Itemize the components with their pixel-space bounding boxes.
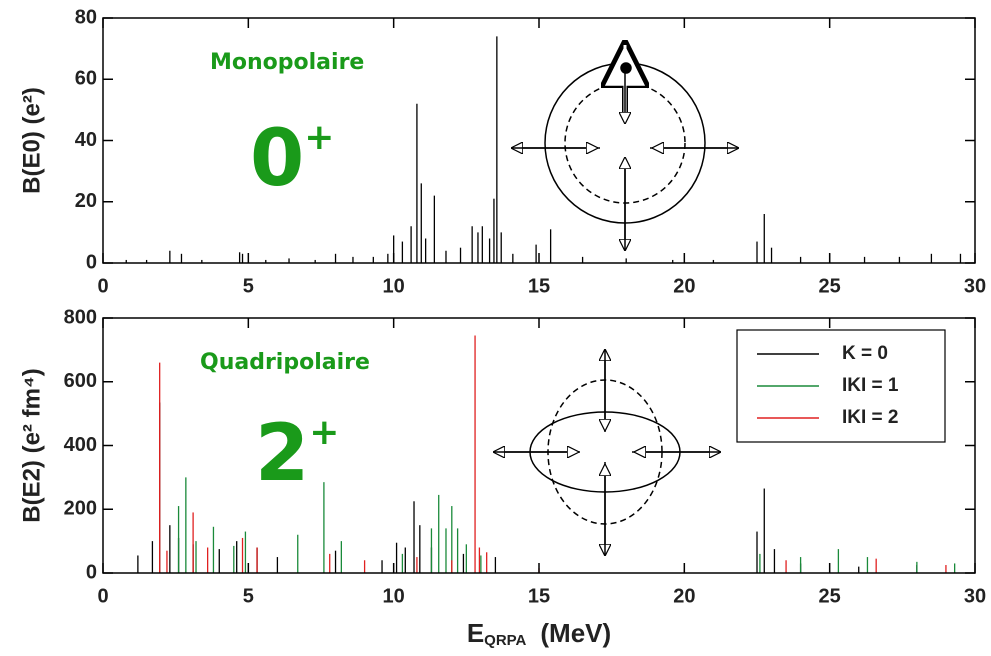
y-tick-label: 0 bbox=[86, 561, 97, 583]
monopole-diagram bbox=[512, 45, 738, 250]
annotation: 2+ bbox=[255, 412, 340, 494]
parity: + bbox=[304, 117, 335, 158]
y-tick-label: 80 bbox=[75, 6, 97, 28]
x-label-main: E bbox=[467, 618, 484, 648]
parity: + bbox=[309, 412, 340, 453]
x-tick-label: 5 bbox=[243, 275, 254, 297]
x-tick-label: 25 bbox=[819, 585, 841, 607]
y-tick-label: 400 bbox=[64, 434, 97, 456]
y-axis-label: B(E2) (e² fm⁴) bbox=[18, 368, 45, 523]
y-tick-label: 60 bbox=[75, 68, 97, 90]
x-tick-label: 30 bbox=[964, 585, 986, 607]
y-axis-label: B(E0) (e²) bbox=[18, 87, 45, 194]
y-tick-label: 20 bbox=[75, 190, 97, 212]
x-label-sub: QRPA bbox=[484, 632, 526, 649]
x-tick-label: 0 bbox=[97, 585, 108, 607]
quadrupole-diagram bbox=[494, 350, 720, 555]
x-tick-label: 15 bbox=[528, 585, 550, 607]
y-tick-label: 800 bbox=[64, 306, 97, 328]
x-axis-label: EQRPA (MeV) bbox=[467, 618, 611, 649]
legend-label: IKI = 1 bbox=[842, 375, 899, 396]
state: 2 bbox=[255, 409, 310, 499]
x-tick-label: 10 bbox=[383, 585, 405, 607]
x-tick-label: 25 bbox=[819, 275, 841, 297]
x-tick-label: 0 bbox=[97, 275, 108, 297]
annotation: Quadripolaire bbox=[200, 350, 370, 375]
annotation: Monopolaire bbox=[210, 50, 365, 75]
x-tick-label: 20 bbox=[673, 585, 695, 607]
annotation: 0+ bbox=[250, 117, 335, 199]
x-tick-label: 10 bbox=[383, 275, 405, 297]
state: 0 bbox=[250, 114, 305, 204]
y-tick-label: 200 bbox=[64, 498, 97, 520]
y-tick-label: 40 bbox=[75, 129, 97, 151]
x-tick-label: 15 bbox=[528, 275, 550, 297]
legend-label: K = 0 bbox=[842, 343, 888, 364]
x-tick-label: 30 bbox=[964, 275, 986, 297]
y-tick-label: 600 bbox=[64, 370, 97, 392]
x-tick-label: 20 bbox=[673, 275, 695, 297]
x-label-unit: (MeV) bbox=[540, 618, 611, 648]
x-tick-label: 5 bbox=[243, 585, 254, 607]
y-tick-label: 0 bbox=[86, 251, 97, 273]
legend-label: IKI = 2 bbox=[842, 407, 899, 428]
